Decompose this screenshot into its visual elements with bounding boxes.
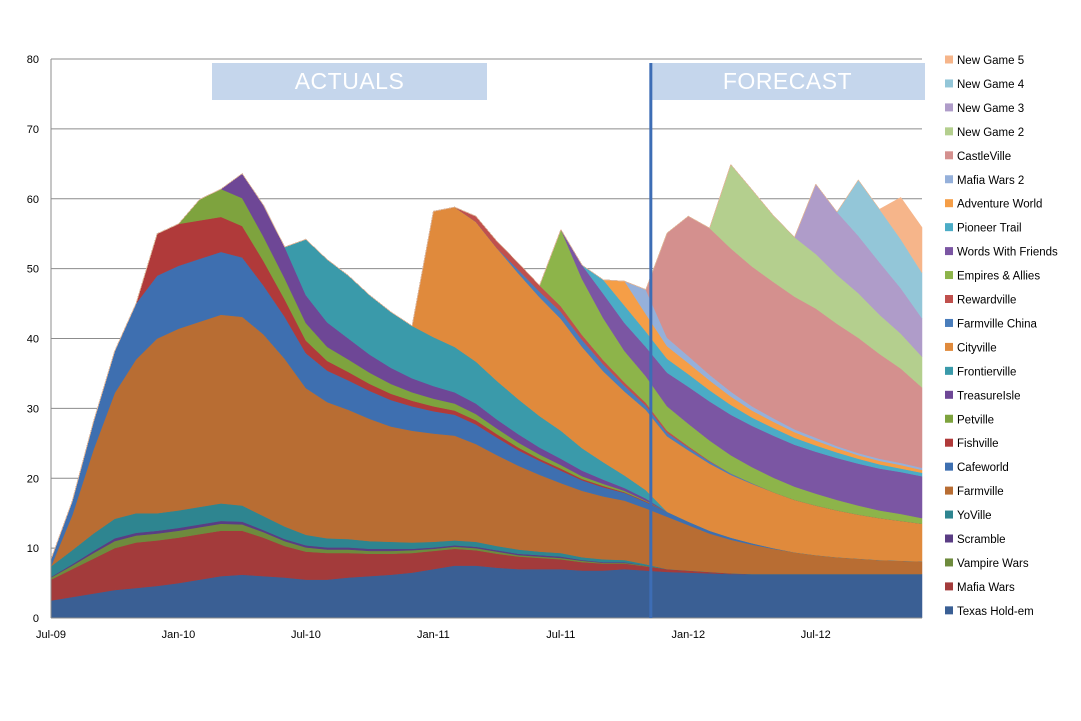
legend-label: Vampire Wars xyxy=(957,558,1029,570)
legend-swatch xyxy=(945,199,953,208)
x-tick-label: Jan-10 xyxy=(162,629,196,641)
legend-label: Mafia Wars 2 xyxy=(957,175,1024,187)
legend-label: Empires & Allies xyxy=(957,271,1040,283)
legend-label: Rewardville xyxy=(957,295,1016,307)
actuals-label: ACTUALS xyxy=(295,68,405,94)
legend-swatch xyxy=(945,462,953,471)
x-tick-label: Jan-11 xyxy=(417,629,450,641)
legend-swatch xyxy=(945,127,953,136)
legend-label: Mafia Wars xyxy=(957,582,1015,594)
legend-swatch xyxy=(945,223,953,232)
legend-swatch xyxy=(945,79,953,88)
legend-swatch xyxy=(945,366,953,375)
forecast-banner xyxy=(650,63,925,100)
section-banners: ACTUALS FORECAST xyxy=(212,63,925,100)
y-tick-label: 10 xyxy=(27,543,39,555)
legend-label: Petville xyxy=(957,414,994,426)
legend-label: Pioneer Trail xyxy=(957,223,1022,235)
forecast-label: FORECAST xyxy=(723,68,852,94)
legend-swatch xyxy=(945,414,953,423)
legend-label: Words With Friends xyxy=(957,247,1058,259)
legend-label: Cafeworld xyxy=(957,462,1009,474)
legend-label: Cityville xyxy=(957,342,997,354)
legend-swatch xyxy=(945,103,953,112)
legend-swatch xyxy=(945,55,953,64)
axes: 0 10 20 30 40 50 60 70 80 Jul-09 Jan-10 Jul-10 Jan-1… xyxy=(27,54,922,641)
legend-swatch xyxy=(945,318,953,327)
legend-label: New Game 5 xyxy=(957,55,1024,67)
legend-label: YoVille xyxy=(957,510,992,522)
legend-label: Texas Hold-em xyxy=(957,606,1034,618)
legend-swatch xyxy=(945,438,953,447)
legend-swatch xyxy=(945,510,953,519)
legend-swatch xyxy=(945,247,953,256)
y-tick-label: 60 xyxy=(27,194,39,206)
legend-swatch xyxy=(945,175,953,184)
legend-label: CastleVille xyxy=(957,151,1011,163)
y-tick-label: 40 xyxy=(27,334,39,346)
legend-label: New Game 3 xyxy=(957,103,1024,115)
legend-label: Adventure World xyxy=(957,199,1042,211)
legend-swatch xyxy=(945,582,953,591)
legend-swatch xyxy=(945,558,953,567)
y-tick-label: 70 xyxy=(27,124,39,136)
legend-label: New Game 4 xyxy=(957,79,1025,91)
legend-swatch xyxy=(945,342,953,351)
legend: New Game 5 New Game 4 New Game 3 New Game 2… xyxy=(945,55,1058,618)
y-tick-label: 20 xyxy=(27,473,39,485)
legend-swatch xyxy=(945,606,953,615)
y-tick-label: 80 xyxy=(27,54,39,66)
y-tick-label: 30 xyxy=(27,403,39,415)
x-tick-label: Jul-11 xyxy=(546,629,575,641)
legend-label: TreasureIsle xyxy=(957,390,1021,402)
x-tick-label: Jul-12 xyxy=(801,629,831,641)
area-series-group xyxy=(50,163,923,619)
legend-label: Farmville xyxy=(957,486,1004,498)
legend-swatch xyxy=(945,271,953,280)
legend-label: Frontierville xyxy=(957,366,1016,378)
legend-swatch xyxy=(945,534,953,543)
legend-label: Fishville xyxy=(957,438,999,450)
area-new-game-5 xyxy=(50,163,923,560)
legend-label: New Game 2 xyxy=(957,127,1024,139)
x-tick-label: Jan-12 xyxy=(671,629,705,641)
legend-swatch xyxy=(945,151,953,160)
y-tick-label: 0 xyxy=(33,613,39,625)
x-tick-label: Jul-09 xyxy=(36,629,66,641)
legend-swatch xyxy=(945,486,953,495)
x-tick-label: Jul-10 xyxy=(291,629,321,641)
legend-label: Farmville China xyxy=(957,318,1037,330)
legend-label: Scramble xyxy=(957,534,1006,546)
legend-swatch xyxy=(945,390,953,399)
y-tick-label: 50 xyxy=(27,264,39,276)
actuals-banner xyxy=(212,63,487,100)
legend-swatch xyxy=(945,295,953,303)
